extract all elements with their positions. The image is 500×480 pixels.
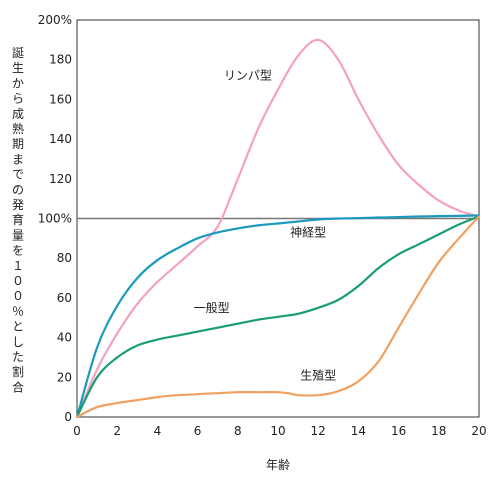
x-tick-label: 20 — [471, 424, 486, 438]
y-tick-label: 40 — [57, 331, 72, 345]
x-tick-label: 10 — [270, 424, 285, 438]
x-tick-label: 8 — [234, 424, 242, 438]
series-label-reproductive: 生殖型 — [300, 367, 336, 382]
y-tick-labels: 0 20 40 60 80 100% 120 140 160 180 200% — [38, 13, 72, 424]
y-tick-label: 20 — [57, 370, 72, 384]
series-label-lymphoid: リンパ型 — [224, 69, 272, 83]
x-tick-label: 16 — [391, 424, 406, 438]
y-axis-label-text: 誕生から成熟期までの発育量を１００％とした割合 — [12, 46, 24, 394]
series-label-neural: 神経型 — [290, 225, 326, 239]
x-tick-label: 6 — [194, 424, 202, 438]
x-tick-label: 14 — [351, 424, 366, 438]
y-tick-label: 160 — [49, 92, 72, 106]
y-tick-label: 120 — [49, 172, 72, 186]
x-tick-label: 12 — [311, 424, 326, 438]
x-tick-label: 4 — [154, 424, 162, 438]
y-tick-label: 100% — [38, 212, 72, 226]
y-tick-label: 180 — [49, 53, 72, 67]
series-line-lymphoid — [75, 38, 481, 419]
x-axis-label: 年齢 — [266, 457, 290, 472]
series-label-general: 一般型 — [194, 300, 230, 315]
series-line-reproductive — [75, 215, 481, 419]
y-tick-label: 140 — [49, 132, 72, 146]
series-line-general — [75, 215, 481, 419]
y-tick-label: 200% — [38, 13, 72, 27]
y-tick-label: 80 — [57, 251, 72, 265]
y-axis-label: 誕生から成熟期までの発育量を１００％とした割合 — [12, 46, 24, 394]
x-tick-label: 2 — [113, 424, 121, 438]
y-tick-label: 0 — [64, 410, 72, 424]
series-line-neural — [75, 214, 481, 419]
y-tick-label: 60 — [57, 291, 72, 305]
x-tick-label: 0 — [73, 424, 81, 438]
series-group — [75, 38, 481, 419]
x-tick-labels: 0 2 4 6 8 10 12 14 16 18 20 — [73, 424, 486, 438]
x-tick-label: 18 — [431, 424, 446, 438]
